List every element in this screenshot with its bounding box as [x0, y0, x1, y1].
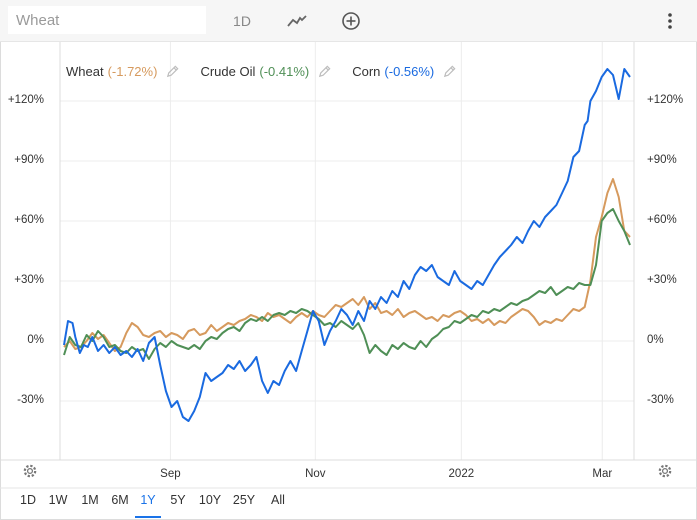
legend-item-wheat[interactable]: Wheat (-1.72%) — [66, 62, 180, 80]
range-button-1d[interactable]: 1D — [20, 493, 36, 507]
range-button-25y[interactable]: 25Y — [232, 493, 256, 507]
range-button-10y[interactable]: 10Y — [198, 493, 222, 507]
range-button-1m[interactable]: 1M — [81, 493, 99, 507]
plus-circle-icon — [342, 12, 360, 30]
legend-series-change: (-0.56%) — [384, 63, 435, 79]
interval-button[interactable]: 1D — [233, 13, 251, 29]
legend-series-name: Corn — [352, 63, 381, 79]
legend-item-crude-oil[interactable]: Crude Oil (-0.41%) — [200, 62, 332, 80]
add-comparison-button[interactable] — [338, 8, 364, 34]
range-button-5y[interactable]: 5Y — [170, 493, 186, 507]
legend-series-name: Crude Oil — [200, 63, 256, 79]
y-tick-label-right: -30% — [647, 394, 674, 406]
y-tick-label-right: +60% — [647, 214, 677, 226]
edit-pencil-icon[interactable] — [317, 64, 332, 79]
time-range-selector: 1D 1W 1M 6M 1Y 5Y 10Y 25Y All — [0, 490, 697, 518]
y-tick-label-left: +90% — [14, 154, 44, 166]
y-tick-label-left: 0% — [27, 334, 44, 346]
line-chart-icon — [287, 15, 307, 27]
series-line-crude-oil — [63, 208, 631, 360]
range-button-all[interactable]: All — [271, 493, 285, 507]
chart-legend: Wheat (-1.72%) Crude Oil (-0.41%) Corn (-0.56… — [66, 62, 477, 80]
settings-gear-icon-right[interactable] — [657, 463, 673, 479]
vertical-dots-icon — [668, 13, 672, 29]
y-tick-label-left: -30% — [17, 394, 44, 406]
edit-pencil-icon[interactable] — [165, 64, 180, 79]
y-tick-label-right: +120% — [647, 94, 684, 106]
legend-item-corn[interactable]: Corn (-0.56%) — [352, 62, 457, 80]
legend-series-name: Wheat — [66, 63, 104, 79]
legend-series-change: (-0.41%) — [259, 63, 310, 79]
range-button-1w[interactable]: 1W — [48, 493, 68, 507]
y-tick-label-right: +90% — [647, 154, 677, 166]
settings-gear-icon-left[interactable] — [22, 463, 38, 479]
y-tick-label-right: 0% — [647, 334, 664, 346]
toolbar: 1D — [0, 0, 697, 42]
y-tick-label-right: +30% — [647, 274, 677, 286]
y-tick-label-left: +60% — [14, 214, 44, 226]
symbol-search-input[interactable] — [8, 6, 206, 34]
range-button-1y[interactable]: 1Y — [135, 490, 161, 518]
edit-pencil-icon[interactable] — [442, 64, 457, 79]
x-tick-label: Mar — [592, 468, 613, 480]
x-tick-label: 2022 — [448, 468, 475, 480]
y-tick-label-left: +30% — [14, 274, 44, 286]
y-tick-label-left: +120% — [7, 94, 44, 106]
series-line-wheat — [63, 178, 631, 352]
series-line-corn — [63, 68, 631, 422]
range-button-6m[interactable]: 6M — [111, 493, 129, 507]
legend-series-change: (-1.72%) — [107, 63, 158, 79]
chart-style-button[interactable] — [284, 8, 310, 34]
more-options-button[interactable] — [660, 8, 680, 34]
x-tick-label: Sep — [160, 468, 181, 480]
x-tick-label: Nov — [305, 468, 326, 480]
